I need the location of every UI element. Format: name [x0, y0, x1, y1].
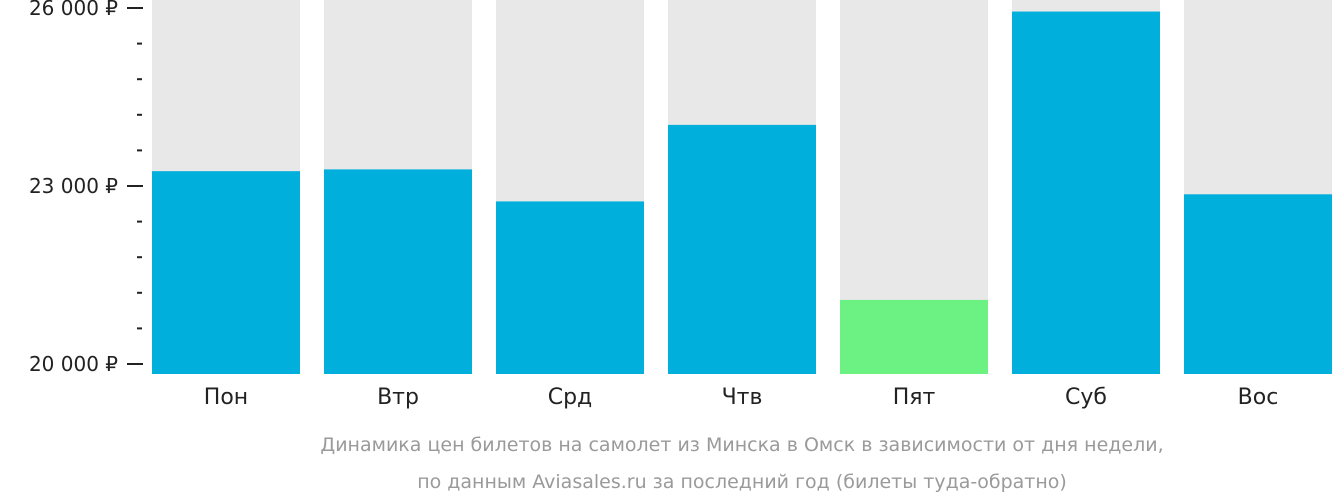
x-tick-label: Срд — [548, 385, 593, 410]
x-tick-label: Пят — [893, 385, 936, 410]
bars-group — [152, 0, 1332, 375]
bar-6 — [1012, 11, 1160, 375]
bar-4 — [668, 124, 816, 375]
x-tick-label: Вос — [1238, 385, 1279, 410]
y-tick-label: 20 000 ₽ — [29, 352, 118, 376]
x-axis-labels: Пон Втр Срд Чтв Пят Суб Вос — [204, 385, 1279, 410]
caption-line-2: по данным Aviasales.ru за последний год … — [417, 471, 1067, 493]
bar-1 — [152, 171, 300, 374]
y-axis: 20 000 ₽ 23 000 ₽ 26 000 ₽ — [29, 0, 143, 376]
x-tick-label: Втр — [377, 385, 419, 410]
bar-7 — [1184, 194, 1332, 374]
y-tick-label: 23 000 ₽ — [29, 174, 118, 198]
bar-3 — [496, 201, 644, 374]
bar-5 — [840, 299, 988, 374]
bar-2 — [324, 169, 472, 374]
caption-line-1: Динамика цен билетов на самолет из Минск… — [320, 434, 1163, 456]
x-tick-label: Суб — [1065, 385, 1107, 410]
x-tick-label: Пон — [204, 385, 248, 410]
y-tick-label: 26 000 ₽ — [29, 0, 118, 20]
x-tick-label: Чтв — [722, 385, 763, 410]
